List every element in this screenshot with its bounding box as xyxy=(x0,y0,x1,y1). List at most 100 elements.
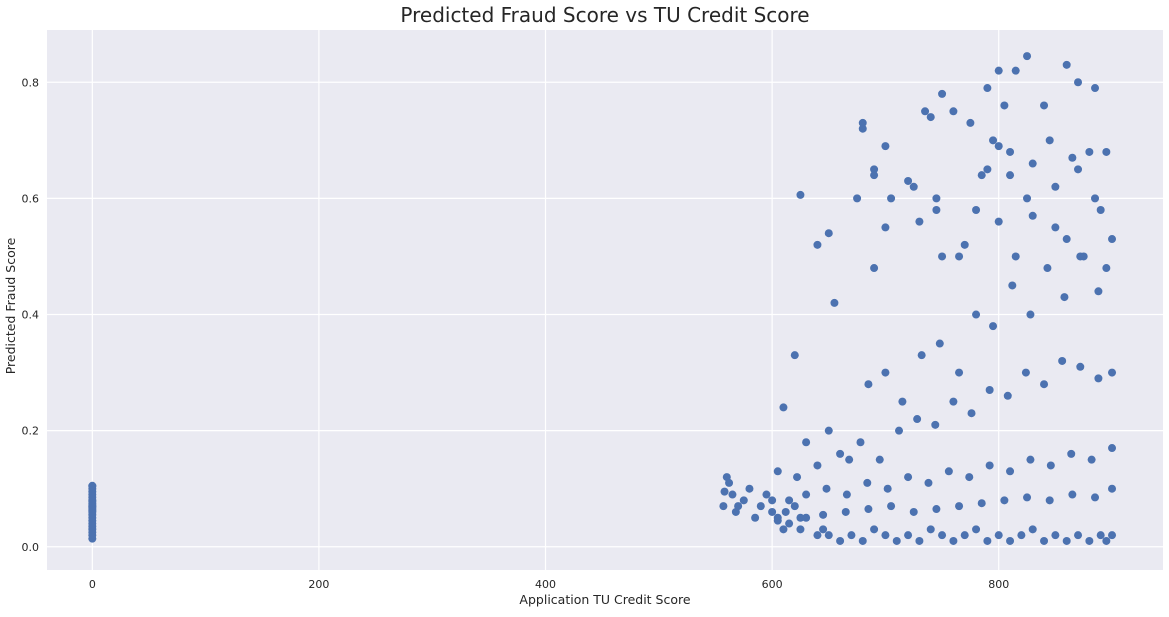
scatter-point xyxy=(965,473,974,482)
scatter-point xyxy=(1028,525,1037,534)
scatter-point xyxy=(1023,493,1032,502)
scatter-point xyxy=(1017,531,1026,540)
scatter-point xyxy=(863,478,872,487)
scatter-point xyxy=(1085,536,1094,545)
scatter-point xyxy=(977,171,986,180)
scatter-point xyxy=(1074,78,1083,87)
scatter-point xyxy=(858,124,867,133)
scatter-point xyxy=(781,507,790,516)
scatter-point xyxy=(881,142,890,151)
scatter-point xyxy=(994,66,1003,75)
scatter-point xyxy=(802,490,811,499)
scatter-point xyxy=(1096,531,1105,540)
scatter-point xyxy=(1108,368,1117,377)
scatter-point xyxy=(977,499,986,508)
scatter-point xyxy=(1028,211,1037,220)
scatter-point xyxy=(938,252,947,261)
scatter-point xyxy=(836,536,845,545)
scatter-point xyxy=(904,176,913,185)
scatter-point xyxy=(967,409,976,418)
scatter-point xyxy=(994,217,1003,226)
x-tick-label: 800 xyxy=(988,578,1009,591)
x-tick-labels: 0 200 400 600 800 xyxy=(89,578,1009,591)
scatter-point xyxy=(1046,461,1055,470)
x-tick-label: 0 xyxy=(89,578,96,591)
plot-area xyxy=(47,30,1163,570)
scatter-point xyxy=(768,496,777,505)
scatter-point xyxy=(1040,101,1049,110)
scatter-point xyxy=(1040,536,1049,545)
scatter-point xyxy=(870,165,879,174)
scatter-point xyxy=(725,478,734,487)
x-axis-label: Application TU Credit Score xyxy=(519,592,690,607)
scatter-point xyxy=(972,525,981,534)
scatter-point xyxy=(955,368,964,377)
scatter-point xyxy=(1102,264,1111,273)
scatter-point xyxy=(1026,455,1035,464)
scatter-point xyxy=(756,502,765,511)
scatter-point xyxy=(1051,531,1060,540)
scatter-point xyxy=(985,461,994,470)
scatter-point xyxy=(853,194,862,203)
scatter-point xyxy=(904,473,913,482)
scatter-point xyxy=(864,505,873,514)
scatter-point xyxy=(1068,490,1077,499)
scatter-point xyxy=(1011,252,1020,261)
scatter-point xyxy=(985,386,994,394)
scatter-point xyxy=(1026,310,1035,319)
scatter-point xyxy=(960,240,969,249)
scatter-point xyxy=(1006,536,1015,545)
scatter-point xyxy=(858,536,867,545)
scatter-point xyxy=(1062,60,1071,69)
scatter-point xyxy=(1060,293,1069,302)
scatter-point xyxy=(949,536,958,545)
scatter-point xyxy=(739,496,748,505)
scatter-point xyxy=(813,531,822,540)
scatter-point xyxy=(1091,84,1100,93)
scatter-point xyxy=(1076,362,1085,371)
scatter-point xyxy=(785,519,794,528)
scatter-point xyxy=(745,484,754,493)
scatter-point xyxy=(1074,531,1083,540)
scatter-point xyxy=(904,531,913,540)
scatter-point xyxy=(917,351,926,360)
scatter-point xyxy=(1102,147,1111,156)
scatter-point xyxy=(1008,281,1017,290)
scatter-point xyxy=(1062,536,1071,545)
scatter-point xyxy=(796,513,805,522)
scatter-point xyxy=(983,536,992,545)
scatter-point xyxy=(955,502,964,511)
scatter-point xyxy=(822,484,831,493)
scatter-point xyxy=(983,165,992,174)
scatter-point xyxy=(1091,194,1100,203)
scatter-point xyxy=(1108,235,1117,244)
scatter-point xyxy=(898,397,907,406)
scatter-point xyxy=(802,513,811,522)
scatter-point xyxy=(870,171,879,180)
scatter-points xyxy=(88,52,1117,545)
scatter-point xyxy=(793,473,802,482)
scatter-point xyxy=(944,467,953,476)
scatter-point xyxy=(924,478,933,487)
scatter-point xyxy=(856,438,865,447)
scatter-point xyxy=(972,310,981,319)
scatter-point xyxy=(1003,391,1012,400)
scatter-point xyxy=(932,206,941,214)
scatter-point xyxy=(845,455,854,464)
scatter-point xyxy=(1000,101,1009,110)
scatter-point xyxy=(1028,159,1037,168)
scatter-point xyxy=(938,531,947,540)
scatter-point xyxy=(1096,206,1105,214)
scatter-point xyxy=(1000,496,1009,505)
scatter-point xyxy=(913,415,922,424)
scatter-point xyxy=(909,507,918,516)
scatter-point xyxy=(926,525,935,534)
y-tick-label: 0.0 xyxy=(22,541,40,554)
scatter-point xyxy=(847,531,856,540)
y-tick-labels: 0.0 0.2 0.4 0.6 0.8 xyxy=(22,76,40,554)
scatter-point xyxy=(819,510,828,519)
scatter-point xyxy=(836,449,845,458)
scatter-point xyxy=(720,487,729,496)
scatter-point xyxy=(1043,264,1052,273)
